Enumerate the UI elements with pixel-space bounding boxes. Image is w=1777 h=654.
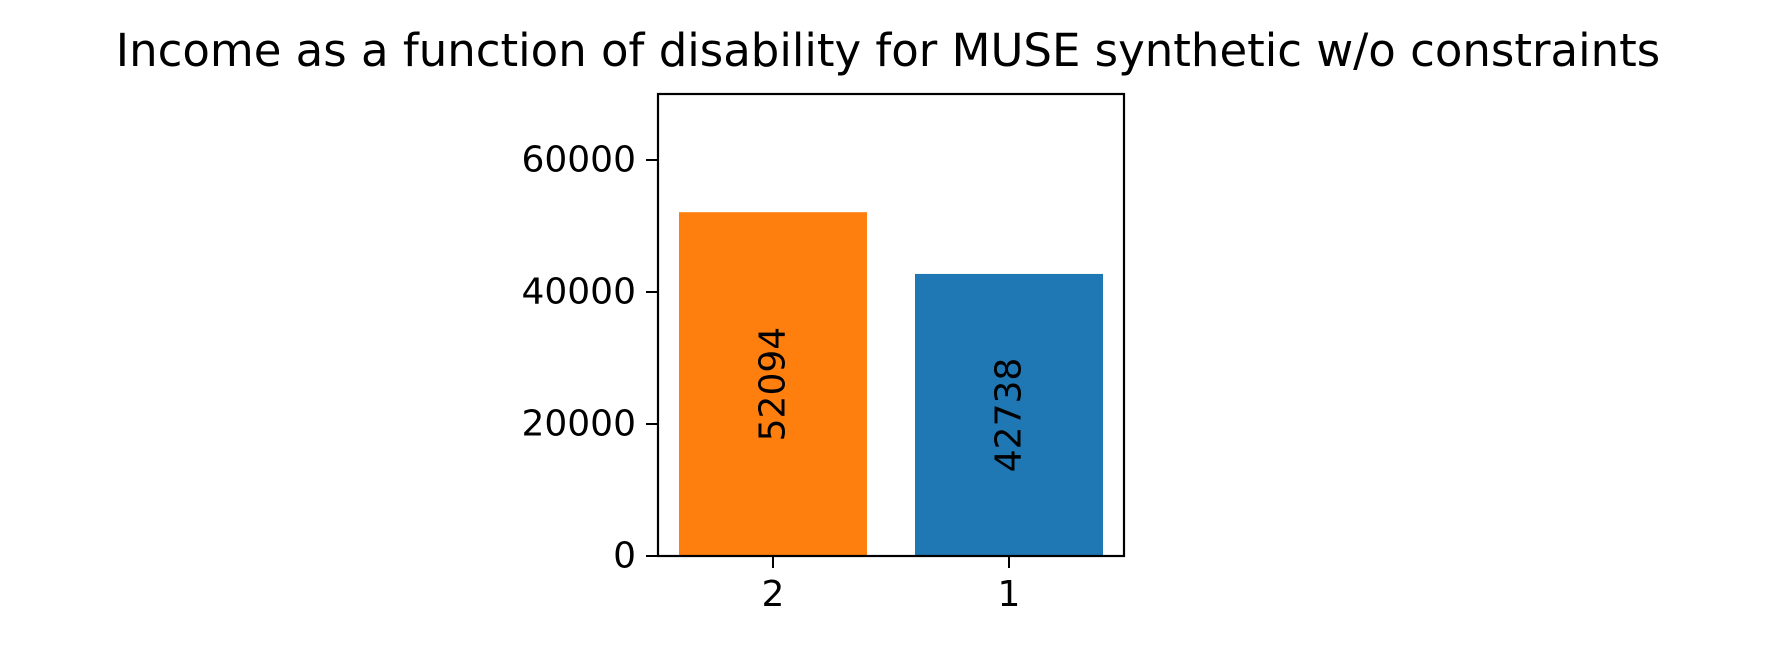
y-tick-label: 0 xyxy=(613,536,636,577)
bar-value-label: 52094 xyxy=(753,327,794,442)
x-tick-label: 2 xyxy=(762,574,785,615)
y-axis: 0 20000 40000 60000 xyxy=(521,140,658,577)
y-tick-label: 60000 xyxy=(521,140,636,181)
bars-layer: 52094 42738 xyxy=(679,212,1103,556)
y-tick-label: 40000 xyxy=(521,272,636,313)
bar-2 xyxy=(679,212,867,556)
x-tick-label: 1 xyxy=(998,574,1021,615)
chart-title: Income as a function of disability for M… xyxy=(116,24,1660,77)
bar-1 xyxy=(915,273,1103,556)
y-tick-label: 20000 xyxy=(521,404,636,445)
bar-value-label: 42738 xyxy=(989,358,1030,473)
plot-frame xyxy=(656,92,1126,558)
